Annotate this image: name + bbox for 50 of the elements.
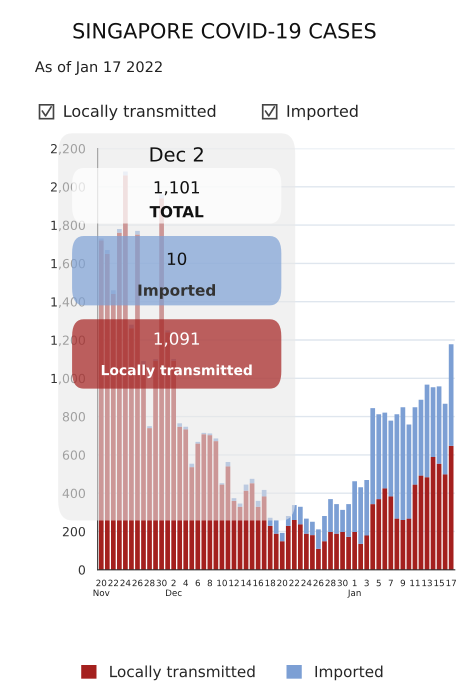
- chart-subtitle: As of Jan 17 2022: [34, 60, 162, 75]
- annotation: 1,091: [154, 332, 200, 347]
- x-tick-label: 7: [388, 580, 393, 586]
- x-tick-label: 3: [364, 580, 369, 586]
- y-tick-label: 400: [62, 488, 86, 498]
- x-tick-label: 28: [326, 580, 336, 586]
- text: Imported: [288, 104, 358, 120]
- annotation: Dec 2: [150, 147, 203, 162]
- x-tick-label: 16: [254, 580, 264, 586]
- x-tick-label: 1 Jan: [347, 580, 361, 598]
- x-tick-label: 24: [120, 580, 130, 586]
- x-tick-label: 26: [314, 580, 324, 586]
- x-tick-label: 2 Dec: [166, 580, 182, 596]
- legend-label: Imported: [315, 665, 382, 680]
- x-tick-label: 9: [400, 580, 406, 586]
- x-tick-label: 12: [229, 580, 239, 586]
- y-tick-label: 0: [78, 565, 86, 575]
- x-tick-label: 5: [376, 580, 381, 586]
- x-tick-label: 8: [208, 580, 212, 586]
- x-tick-label: 28: [144, 580, 154, 586]
- x-tick-label: 10: [217, 580, 227, 586]
- x-tick-label: 22: [289, 580, 299, 586]
- x-tick-label: 13: [422, 580, 432, 586]
- x-tick-label: 14: [241, 580, 252, 586]
- text: Locally transmitted: [64, 104, 216, 120]
- y-tick-label: 600: [62, 450, 86, 460]
- x-tick-label: 15: [434, 580, 444, 586]
- annotation: TOTAL: [150, 206, 204, 218]
- x-tick-label: 26: [132, 580, 142, 586]
- y-tick-label: 800: [62, 412, 86, 422]
- x-tick-label: 20 Nov: [94, 580, 110, 596]
- x-tick-label: 22: [108, 580, 118, 586]
- x-tick-label: 30: [156, 580, 167, 586]
- annotation: 1,101: [154, 180, 200, 196]
- annotation: Locally transmitted: [102, 364, 252, 378]
- y-tick-label: 1,800: [51, 220, 86, 232]
- annotation: Imported: [138, 284, 216, 299]
- y-tick-label: 200: [62, 526, 86, 536]
- y-tick-label: 2,200: [50, 144, 86, 155]
- x-tick-label: 11: [410, 580, 420, 586]
- x-tick-label: 17: [446, 580, 456, 586]
- x-tick-label: 4: [183, 580, 188, 586]
- chart-title: SINGAPORE COVID-19 CASES: [73, 22, 376, 39]
- x-tick-label: 30: [338, 580, 348, 586]
- x-tick-label: 6: [196, 580, 200, 586]
- annotation: 10: [168, 252, 186, 266]
- x-tick-label: 24: [301, 580, 312, 586]
- legend-label: Locally transmitted: [110, 665, 255, 680]
- x-tick-label: 20: [277, 580, 288, 586]
- x-tick-label: 18: [266, 580, 276, 586]
